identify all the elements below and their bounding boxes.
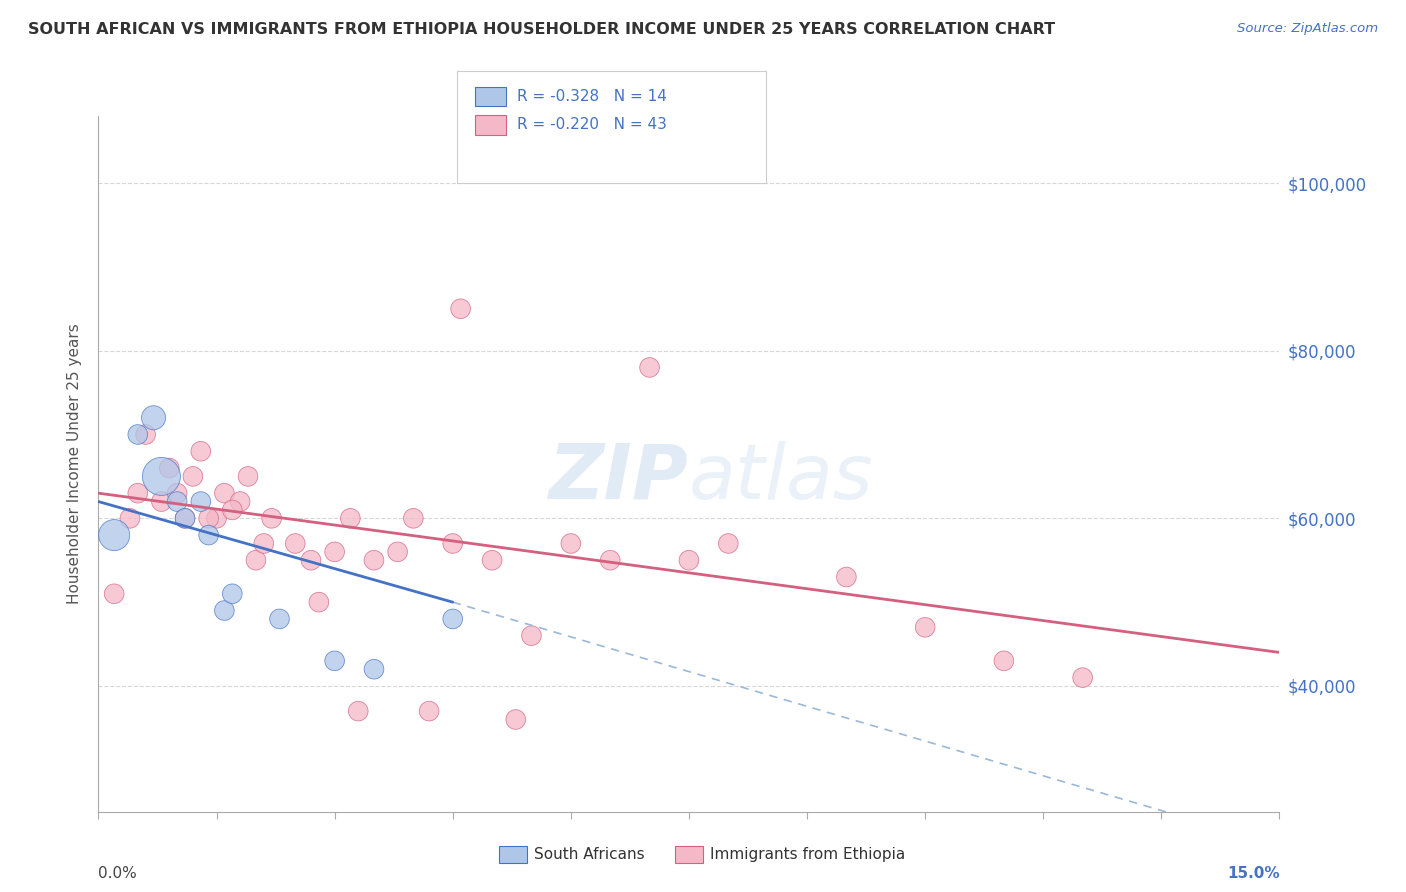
Text: Immigrants from Ethiopia: Immigrants from Ethiopia [710,847,905,862]
Text: 15.0%: 15.0% [1227,866,1279,881]
Point [363,553,385,567]
Point [387,545,409,559]
Point [190,444,212,458]
Point [284,536,307,550]
Point [299,553,322,567]
Text: South Africans: South Africans [534,847,645,862]
Point [418,704,440,718]
Point [135,427,157,442]
Text: atlas: atlas [689,441,873,515]
Point [197,528,219,542]
Point [205,511,228,525]
Point [103,528,125,542]
Point [127,427,149,442]
Point [441,536,464,550]
Text: 0.0%: 0.0% [98,866,138,881]
Point [197,511,219,525]
Point [402,511,425,525]
Point [166,486,188,500]
Point [174,511,197,525]
Point [269,612,291,626]
Point [323,654,346,668]
Point [127,486,149,500]
Text: R = -0.328   N = 14: R = -0.328 N = 14 [517,89,668,103]
Point [260,511,283,525]
Point [599,553,621,567]
Text: SOUTH AFRICAN VS IMMIGRANTS FROM ETHIOPIA HOUSEHOLDER INCOME UNDER 25 YEARS CORR: SOUTH AFRICAN VS IMMIGRANTS FROM ETHIOPI… [28,22,1056,37]
Point [993,654,1015,668]
Point [229,494,252,508]
Point [103,587,125,601]
Point [441,612,464,626]
Y-axis label: Householder Income Under 25 years: Householder Income Under 25 years [67,324,83,604]
Text: Source: ZipAtlas.com: Source: ZipAtlas.com [1237,22,1378,36]
Point [150,494,173,508]
Point [245,553,267,567]
Point [253,536,276,550]
Point [308,595,330,609]
Point [1071,671,1094,685]
Point [481,553,503,567]
Point [221,587,243,601]
Point [914,620,936,634]
Point [166,494,188,508]
Point [717,536,740,550]
Point [678,553,700,567]
Point [450,301,472,316]
Point [142,410,165,425]
Point [505,713,527,727]
Point [638,360,661,375]
Point [214,603,236,617]
Point [339,511,361,525]
Point [347,704,370,718]
Point [520,629,543,643]
Point [181,469,204,483]
Point [150,469,173,483]
Point [236,469,259,483]
Point [323,545,346,559]
Point [174,511,197,525]
Point [363,662,385,676]
Point [214,486,236,500]
Point [835,570,858,584]
Point [157,461,180,475]
Text: R = -0.220   N = 43: R = -0.220 N = 43 [517,118,668,132]
Point [221,503,243,517]
Point [560,536,582,550]
Point [190,494,212,508]
Point [118,511,141,525]
Text: ZIP: ZIP [550,441,689,515]
